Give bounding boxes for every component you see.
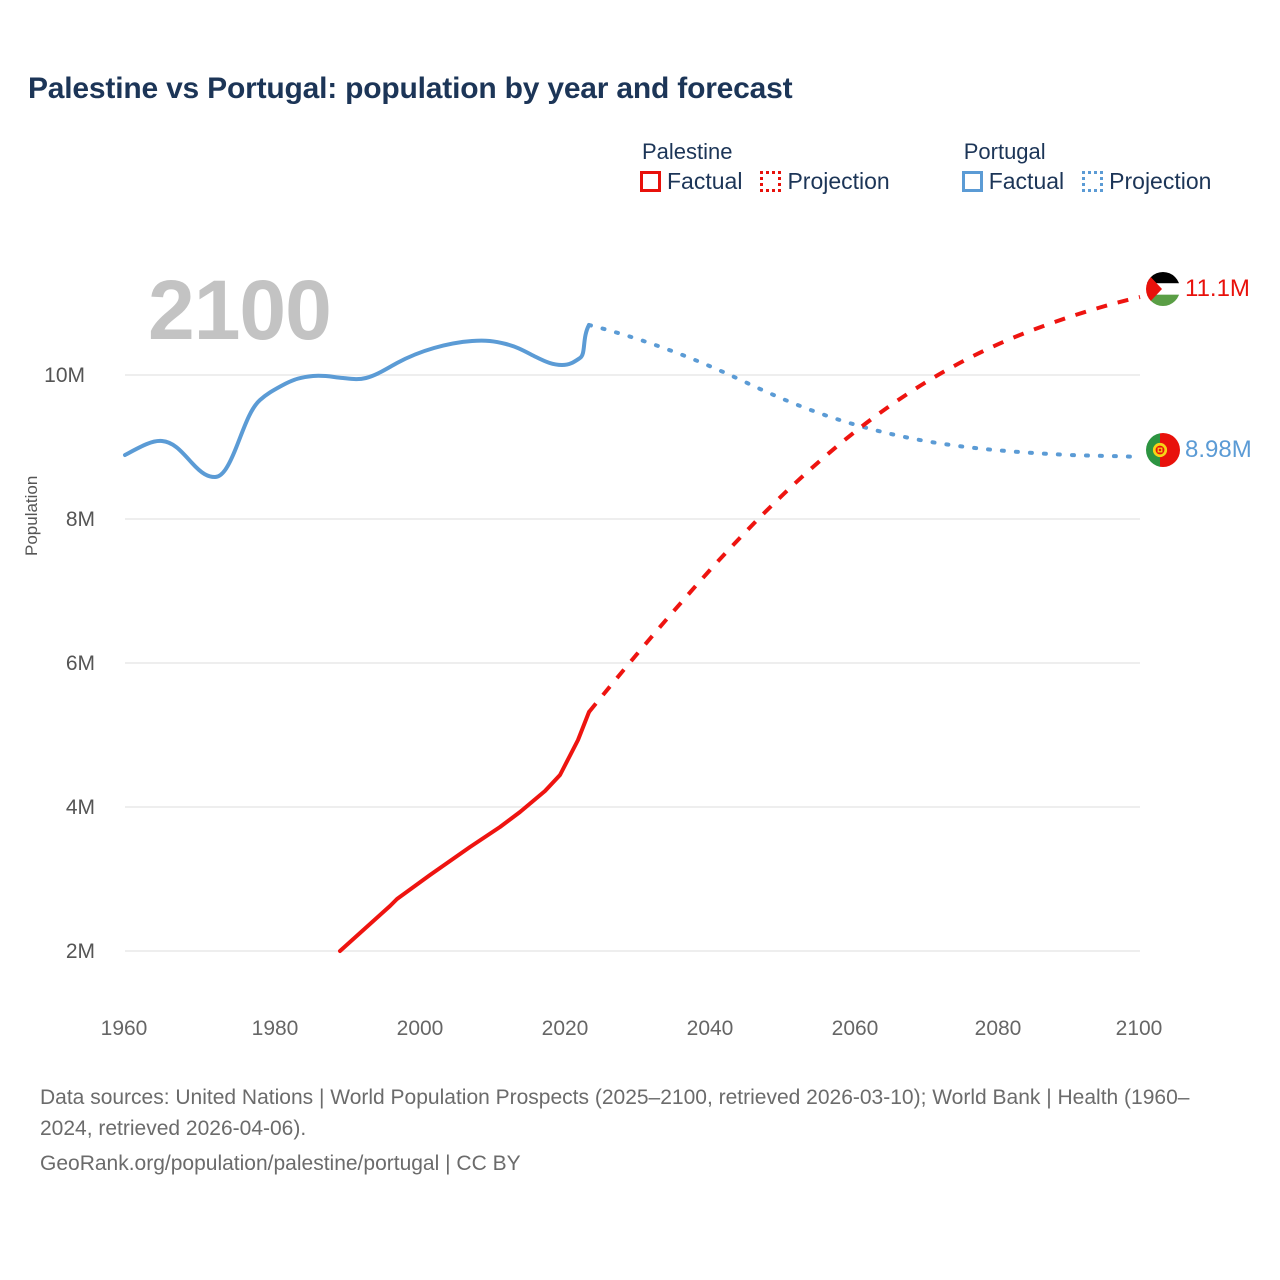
legend-swatch-dotted-icon [760, 171, 782, 193]
legend-row-palestine: Factual Projection [640, 170, 890, 193]
legend-item-portugal-factual[interactable]: Factual [961, 168, 1065, 195]
x-tick-1960: 1960 [100, 1017, 148, 1040]
year-watermark: 2100 [148, 263, 332, 357]
legend-item-palestine-projection[interactable]: Projection [760, 168, 890, 195]
gridlines [125, 374, 1140, 952]
palestine-flag-icon [1146, 272, 1180, 306]
series-portugal-factual [123, 323, 591, 479]
legend-swatch-solid-icon [640, 171, 661, 193]
portugal-flag-icon [1146, 433, 1180, 467]
legend-label-portugal-projection: Projection [1109, 168, 1212, 195]
chart-title: Palestine vs Portugal: population by yea… [28, 72, 793, 105]
legend-label-palestine-projection: Projection [787, 168, 890, 195]
series-palestine-projection [587, 295, 1141, 714]
x-tick-2080: 2080 [974, 1017, 1022, 1040]
y-tick-10m: 10M [44, 364, 85, 387]
y-tick-4m: 4M [65, 796, 95, 819]
endpoint-portugal: 8.98M [1146, 433, 1252, 467]
y-tick-8m: 8M [65, 508, 95, 531]
endpoint-value-palestine: 11.1M [1185, 275, 1250, 302]
chart-footer: Data sources: United Nations | World Pop… [40, 1082, 1240, 1179]
x-tick-2020: 2020 [541, 1017, 589, 1040]
y-tick-2m: 2M [65, 940, 95, 963]
plot-area [123, 295, 1142, 953]
legend-group-palestine: Palestine Factual Projection [640, 139, 890, 193]
legend-group-portugal: Portugal Factual Projection [961, 139, 1211, 195]
legend-swatch-solid-icon [961, 171, 983, 193]
chart-legend: Palestine Factual Projection Portugal Fa… [640, 139, 1211, 195]
y-tick-6m: 6M [65, 652, 95, 675]
series-portugal-projection [587, 323, 1142, 459]
legend-label-portugal-factual: Factual [988, 168, 1065, 195]
legend-row-portugal: Factual Projection [961, 168, 1211, 195]
legend-item-portugal-projection[interactable]: Projection [1082, 170, 1211, 193]
endpoint-value-portugal: 8.98M [1185, 436, 1252, 463]
legend-label-palestine-factual: Factual [667, 168, 743, 195]
legend-country-palestine: Palestine [642, 139, 733, 164]
footer-data-sources: Data sources: United Nations | World Pop… [40, 1086, 1190, 1141]
x-tick-2040: 2040 [686, 1017, 734, 1040]
legend-item-palestine-factual[interactable]: Factual [640, 170, 742, 193]
endpoint-palestine: 11.1M [1146, 272, 1250, 306]
series-palestine-factual [338, 710, 591, 953]
x-tick-2100: 2100 [1115, 1017, 1163, 1040]
x-tick-1980: 1980 [251, 1017, 299, 1040]
legend-country-portugal: Portugal [963, 139, 1046, 164]
legend-swatch-dotted-icon [1082, 171, 1104, 193]
x-tick-2000: 2000 [396, 1017, 444, 1040]
footer-attribution: GeoRank.org/population/palestine/portuga… [40, 1152, 521, 1176]
x-tick-2060: 2060 [831, 1017, 879, 1040]
